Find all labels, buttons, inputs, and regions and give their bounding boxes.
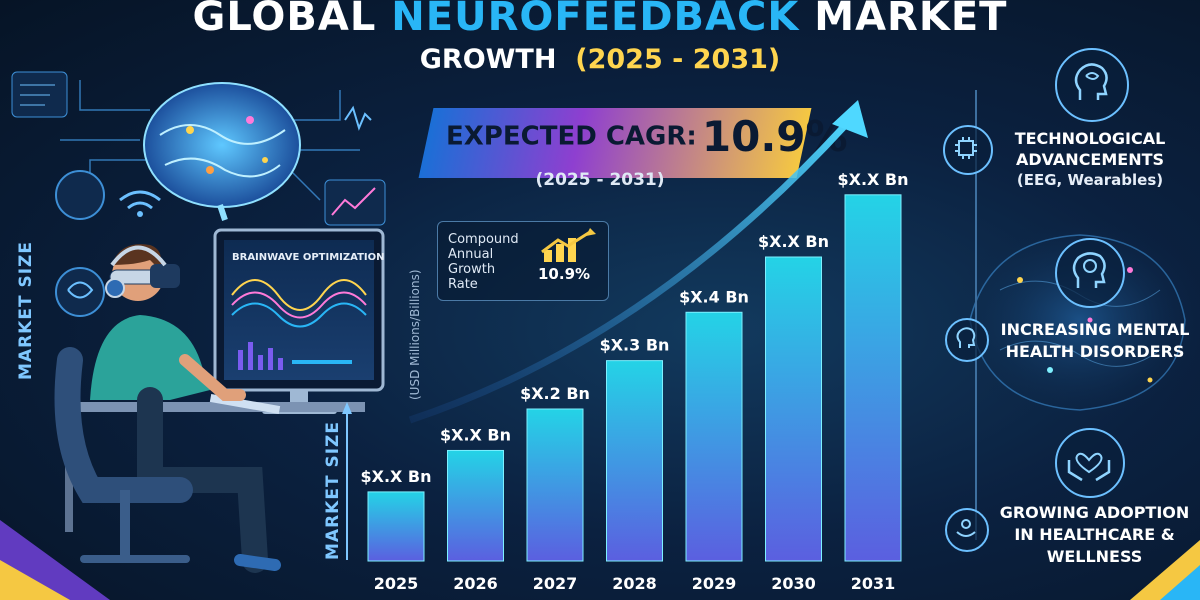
mini-chart-icon [324,179,386,226]
heart-circle [1055,428,1125,498]
bar-2027 [526,408,584,562]
x-tick-2027: 2027 [533,574,578,593]
driver-3-line1: GROWING ADOPTION [999,503,1190,522]
title-part-2: NEUROFEEDBACK [391,0,800,40]
person-illustration: BRAINWAVE OPTIMIZATION [11,71,386,573]
x-tick-2030: 2030 [771,574,816,593]
cagr-years: (2025 - 2031) [535,170,665,190]
x-tick-2028: 2028 [612,574,657,593]
data-label-2026: $X.X Bn [440,425,511,444]
cagr-box-line: Compound [448,232,519,247]
x-tick-2025: 2025 [374,574,419,593]
driver-1-line1: TECHNOLOGICAL [1014,129,1166,148]
cagr-box-line: Rate [448,277,478,292]
driver-1-line3: (EEG, Wearables) [1016,171,1164,189]
driver-1-line2: ADVANCEMENTS [1015,150,1165,169]
driver-2-line2: HEALTH DISORDERS [1005,342,1185,361]
driver-3-line2: IN HEALTHCARE & [1014,525,1175,544]
bar-2031 [844,194,902,562]
driver-2-line1: INCREASING MENTAL [1000,320,1190,339]
y-axis-label: MARKET SIZE [323,421,343,560]
x-tick-2031: 2031 [851,574,896,593]
heart-hands-icon [1067,452,1111,482]
subtitle-word: GROWTH [419,44,557,75]
bar-2025 [367,491,425,562]
illustration-axis-label: MARKET SIZE [16,241,36,380]
trend-arrow [408,117,853,424]
data-label-2027: $X.2 Bn [520,384,590,403]
title-part-1: GLOBAL [192,0,392,40]
cagr-info-box [437,221,609,301]
x-tick-2026: 2026 [453,574,498,593]
data-label-2025: $X.X Bn [360,467,431,486]
hand-small-circle [945,508,989,552]
cagr-box-line: Growth [448,262,496,277]
data-label-2029: $X.4 Bn [679,287,749,306]
person-body [90,315,210,400]
page-subtitle: GROWTH (2025 - 2031) [0,44,1200,75]
cagr-box-line: Annual [448,247,494,262]
background-brain-network [950,215,1200,425]
data-label-2030: $X.X Bn [758,232,829,251]
brain-head-icon-2 [1072,252,1106,288]
driver-1: TECHNOLOGICAL ADVANCEMENTS (EEG, Wearabl… [990,128,1190,191]
chip-icon [955,137,977,159]
driver-3: GROWING ADOPTION IN HEALTHCARE & WELLNES… [992,502,1197,568]
head-small-circle [945,318,989,362]
y-axis-arrow [342,402,352,414]
wifi-icon [119,190,161,210]
data-label-2028: $X.3 Bn [600,336,670,355]
page-title: GLOBAL NEUROFEEDBACK MARKET [0,0,1200,40]
brain-icon [143,82,301,208]
desk [55,402,365,412]
bar-2029 [685,311,743,562]
trend-arrow-head [832,100,868,138]
title-part-3: MARKET [799,0,1008,40]
chip-circle [943,125,993,175]
bar-2026 [447,449,504,562]
driver-3-line3: WELLNESS [1046,547,1143,566]
driver-2: INCREASING MENTAL HEALTH DISORDERS [990,319,1200,363]
x-tick-2029: 2029 [692,574,737,593]
growth-chart-icon [541,228,596,262]
cagr-box-value: 10.9% [538,265,591,283]
head-small-icon [956,327,976,348]
pulse-icon [344,105,372,131]
brain-head-icon [1074,63,1108,100]
screen-title: BRAINWAVE OPTIMIZATION [232,252,385,263]
brain-circle-icon [55,267,105,317]
brain-head-circle [1055,48,1129,122]
subtitle-years: (2025 - 2031) [575,44,781,75]
chair [54,347,193,503]
cagr-box-text: Compound Annual Growth Rate [448,232,528,292]
cagr-label: EXPECTED CAGR: [446,121,697,152]
head-brain-icon [55,170,105,220]
bar-2030 [765,256,822,562]
corner-decoration-right [1130,540,1200,600]
data-label-2031: $X.X Bn [837,170,908,189]
bar-chart: $X.X Bn $X.X Bn $X.2 Bn $X.3 Bn $X.4 Bn $X.X … [342,100,909,593]
drivers-timeline [975,90,977,540]
bar-2028 [606,360,663,562]
corner-decoration-left [0,520,110,600]
hand-small-icon [956,519,976,537]
